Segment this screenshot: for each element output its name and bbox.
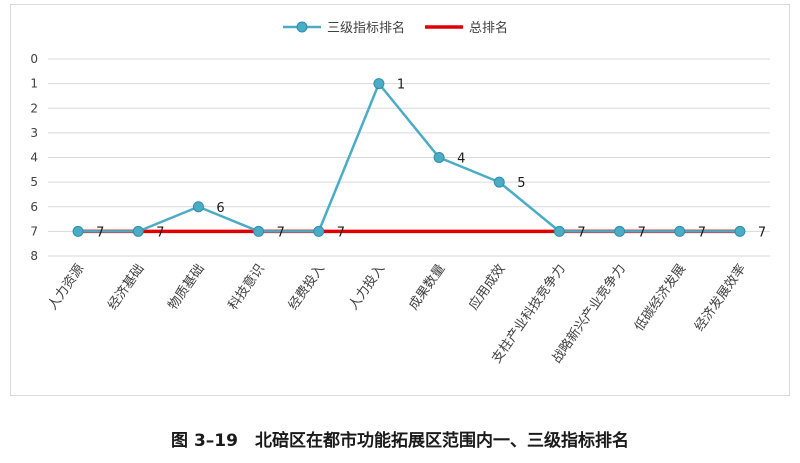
figure-caption: 图 3–19 北碚区在都市功能拓展区范围内一、三级指标排名 — [171, 431, 629, 451]
data-point — [72, 225, 84, 237]
data-label: 7 — [577, 225, 585, 240]
y-tick-label: 2 — [30, 101, 38, 115]
data-point — [192, 201, 204, 213]
y-tick-label: 6 — [30, 200, 38, 214]
data-label: 7 — [277, 225, 285, 240]
data-point — [313, 225, 325, 237]
x-tick-label: 经济发展效率 — [691, 261, 749, 334]
data-label: 4 — [457, 152, 465, 167]
series-line-level3-rank — [78, 82, 740, 233]
chart: 0 1 2 3 4 5 6 7 8 人力资源 经济基础 物质基础 科技意识 经费投入 人力投入 成果数量 应用成… — [30, 20, 770, 366]
legend-label-total-rank: 总排名 — [469, 20, 508, 36]
x-tick-label: 经费投入 — [285, 261, 328, 313]
data-point — [674, 225, 686, 237]
y-tick-label: 0 — [30, 52, 38, 66]
x-tick-label: 物质基础 — [166, 262, 208, 313]
data-label: 7 — [758, 225, 766, 240]
y-tick-label: 1 — [30, 77, 38, 91]
legend-label-level3-rank: 三级指标排名 — [327, 20, 405, 36]
x-tick-label: 人力投入 — [345, 261, 388, 313]
data-label: 1 — [397, 78, 405, 93]
data-label: 7 — [96, 225, 104, 240]
x-tick-label: 科技意识 — [225, 261, 268, 313]
y-tick-label: 7 — [30, 224, 38, 238]
data-point — [553, 225, 565, 237]
data-point — [614, 225, 626, 237]
y-tick-label: 3 — [30, 126, 38, 140]
data-label: 7 — [638, 225, 646, 240]
x-tick-label: 应用成效 — [466, 261, 509, 313]
data-point — [433, 152, 445, 163]
legend-marker-level3-rank — [296, 21, 308, 33]
data-label: 7 — [156, 225, 164, 240]
data-label: 7 — [337, 225, 345, 240]
y-tick-label: 4 — [30, 151, 38, 165]
x-tick-label: 低碳经济发展 — [631, 261, 689, 334]
data-point — [493, 176, 505, 188]
data-label: 7 — [698, 225, 706, 240]
data-label: 6 — [216, 201, 224, 216]
data-point — [373, 78, 385, 90]
x-tick-label: 经济基础 — [105, 262, 147, 313]
chart-frame — [10, 4, 790, 396]
data-point — [132, 225, 144, 237]
y-tick-label: 5 — [30, 175, 38, 189]
data-point — [734, 225, 746, 237]
data-point — [253, 225, 265, 237]
x-tick-label: 人力资源 — [45, 262, 87, 313]
data-label: 5 — [517, 176, 525, 191]
x-tick-label: 成果数量 — [406, 262, 448, 313]
y-tick-label: 8 — [30, 249, 38, 263]
